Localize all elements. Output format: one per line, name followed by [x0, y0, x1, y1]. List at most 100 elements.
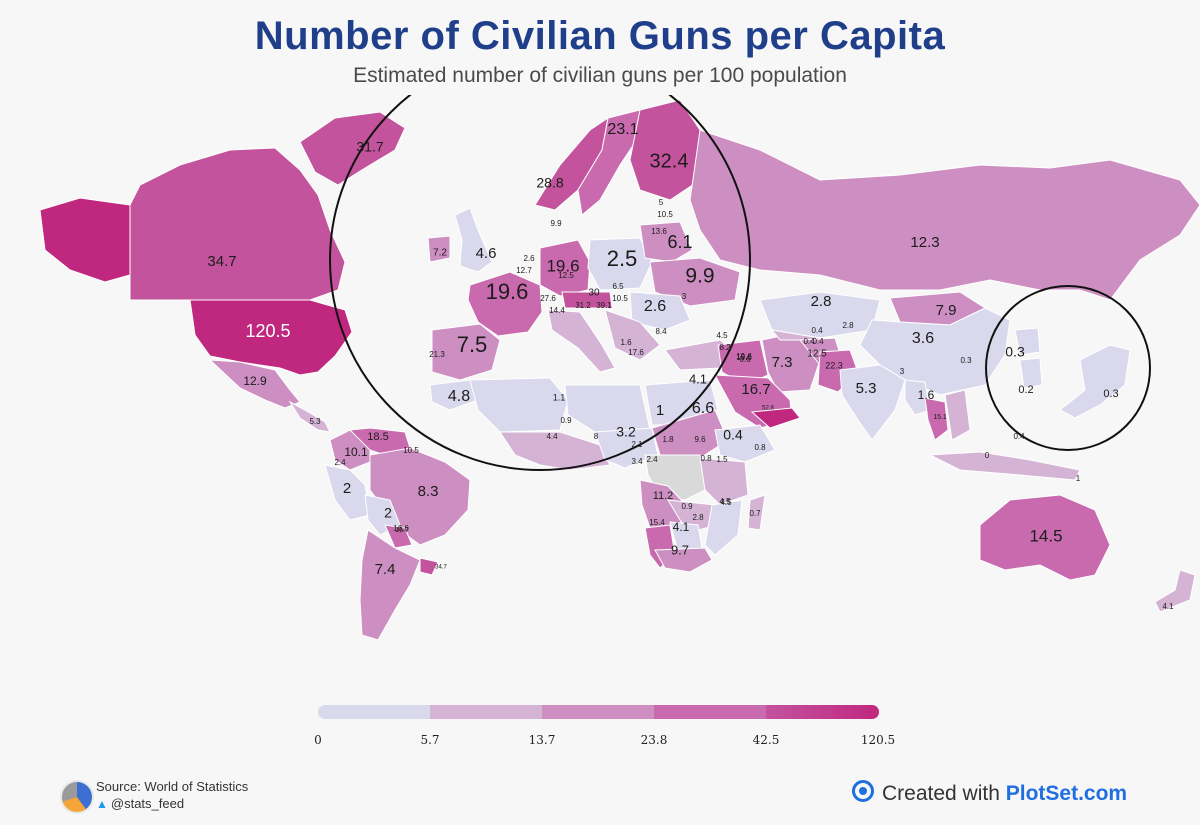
small-value-label: 4.5: [719, 497, 731, 506]
value-label-iran: 7.3: [772, 354, 793, 371]
value-label-sweden: 23.1: [607, 121, 638, 138]
country-japan[interactable]: [1059, 344, 1131, 419]
small-value-label: 0.4: [803, 337, 815, 346]
small-value-label: 3: [900, 367, 905, 376]
country-west-africa[interactable]: [499, 431, 611, 471]
country-alaska[interactable]: [39, 197, 131, 283]
small-value-label: 13.6: [651, 227, 667, 236]
country-sudan[interactable]: [651, 409, 729, 459]
country-paraguay[interactable]: [384, 524, 413, 549]
country-thailand[interactable]: [924, 397, 949, 441]
small-value-label: 1.8: [662, 435, 674, 444]
value-label-mozambique: 4.5: [720, 498, 732, 507]
country-algeria[interactable]: [469, 377, 569, 433]
small-value-label: 4.4: [546, 432, 558, 441]
country-se-asia[interactable]: [944, 389, 971, 441]
small-value-label: 3.4: [631, 457, 643, 466]
country-ethiopia[interactable]: [714, 424, 776, 463]
country-greenland[interactable]: [299, 111, 406, 186]
country-ukraine[interactable]: [649, 257, 741, 307]
world-map: 120.534.731.712.98.37.42210.118.516.734.…: [39, 95, 1200, 641]
country-finland[interactable]: [629, 99, 701, 201]
legend-tick: 13.7: [528, 733, 556, 747]
country-argentina[interactable]: [359, 529, 421, 641]
value-label-mexico: 12.9: [243, 374, 267, 388]
twitter-handle[interactable]: ▲ @stats_feed: [96, 796, 184, 811]
country-austria[interactable]: [561, 291, 613, 309]
country-india[interactable]: [839, 364, 906, 441]
country-ireland[interactable]: [427, 235, 451, 263]
small-value-label: 14.4: [549, 306, 565, 315]
value-label-uruguay: 34.7: [435, 565, 447, 571]
small-value-label: 1.6: [620, 338, 632, 347]
country-central-asia[interactable]: [770, 329, 836, 341]
country-zambia[interactable]: [667, 499, 719, 533]
small-value-label: 9.9: [550, 219, 562, 228]
value-label-algeria: 1.1: [553, 392, 566, 402]
small-value-label: 0.4: [811, 326, 823, 335]
small-value-label: 5.3: [309, 417, 321, 426]
legend-segment: [654, 705, 767, 719]
small-value-label: 3: [682, 292, 687, 301]
country-south-africa[interactable]: [654, 547, 713, 573]
value-label-pakistan: 22.3: [825, 360, 843, 370]
value-label-ethiopia: 0.4: [723, 427, 743, 443]
country-germany[interactable]: [539, 239, 591, 297]
country-north-korea[interactable]: [1014, 327, 1041, 356]
value-label-germany: 19.6: [546, 256, 579, 275]
country-belarus[interactable]: [639, 221, 693, 263]
country-australia[interactable]: [979, 494, 1111, 581]
legend-tick: 5.7: [420, 733, 440, 747]
country-russia[interactable]: [689, 129, 1200, 301]
plotset-logo-icon: [852, 780, 874, 802]
value-label-norway: 28.8: [536, 175, 563, 191]
country-uruguay[interactable]: [419, 557, 439, 576]
country-china[interactable]: [859, 307, 1011, 396]
small-value-label: 0: [985, 451, 990, 460]
country-new-zealand[interactable]: [1154, 569, 1196, 613]
country-france[interactable]: [467, 271, 543, 337]
small-value-label: 0.8: [754, 443, 766, 452]
country-spain[interactable]: [431, 323, 501, 381]
country-mexico[interactable]: [208, 359, 301, 409]
country-east-africa[interactable]: [699, 457, 749, 506]
small-value-label: 8: [594, 432, 599, 441]
zoom-circle-east-asia: [985, 285, 1151, 451]
small-value-label: 6.5: [612, 282, 624, 291]
country-yemen[interactable]: [750, 407, 801, 429]
small-value-label: 4.5: [716, 331, 728, 340]
value-label-ukraine: 9.9: [685, 265, 714, 288]
small-value-label: 9.6: [694, 435, 706, 444]
small-value-label: 12.7: [516, 266, 532, 275]
country-canada[interactable]: [129, 147, 346, 301]
country-myanmar[interactable]: [904, 379, 931, 416]
country-balkans[interactable]: [604, 309, 661, 361]
country-romania[interactable]: [629, 291, 691, 331]
value-label-namibia: 15.4: [649, 518, 665, 527]
plotset-credit[interactable]: Created with PlotSet.com: [852, 780, 1127, 810]
country-indonesia[interactable]: [928, 451, 1081, 481]
small-value-label: 2.8: [842, 321, 854, 330]
value-label-poland: 2.5: [607, 246, 638, 271]
small-value-label: 0.3: [960, 356, 972, 365]
value-label-thailand: 15.1: [933, 414, 947, 421]
country-mozambique[interactable]: [704, 499, 743, 556]
country-libya[interactable]: [564, 384, 651, 433]
legend-tick: 0: [314, 733, 322, 747]
country-morocco[interactable]: [429, 379, 479, 411]
value-label-bolivia: 2: [384, 505, 392, 521]
country-italy[interactable]: [547, 309, 616, 373]
value-label-chad: 3.2: [616, 424, 636, 440]
country-south-korea[interactable]: [1019, 357, 1043, 389]
legend-tick: 23.8: [640, 733, 668, 747]
value-label-south-africa: 9.7: [671, 542, 689, 557]
country-uk[interactable]: [454, 207, 493, 273]
value-label-morocco: 4.8: [448, 388, 470, 405]
country-usa[interactable]: [189, 299, 353, 376]
value-label-libya: 1: [656, 402, 664, 419]
small-value-label: 2.4: [334, 458, 346, 467]
country-poland[interactable]: [587, 237, 653, 291]
country-madagascar[interactable]: [747, 494, 766, 531]
country-central-america[interactable]: [288, 400, 331, 433]
color-legend: [318, 705, 879, 719]
